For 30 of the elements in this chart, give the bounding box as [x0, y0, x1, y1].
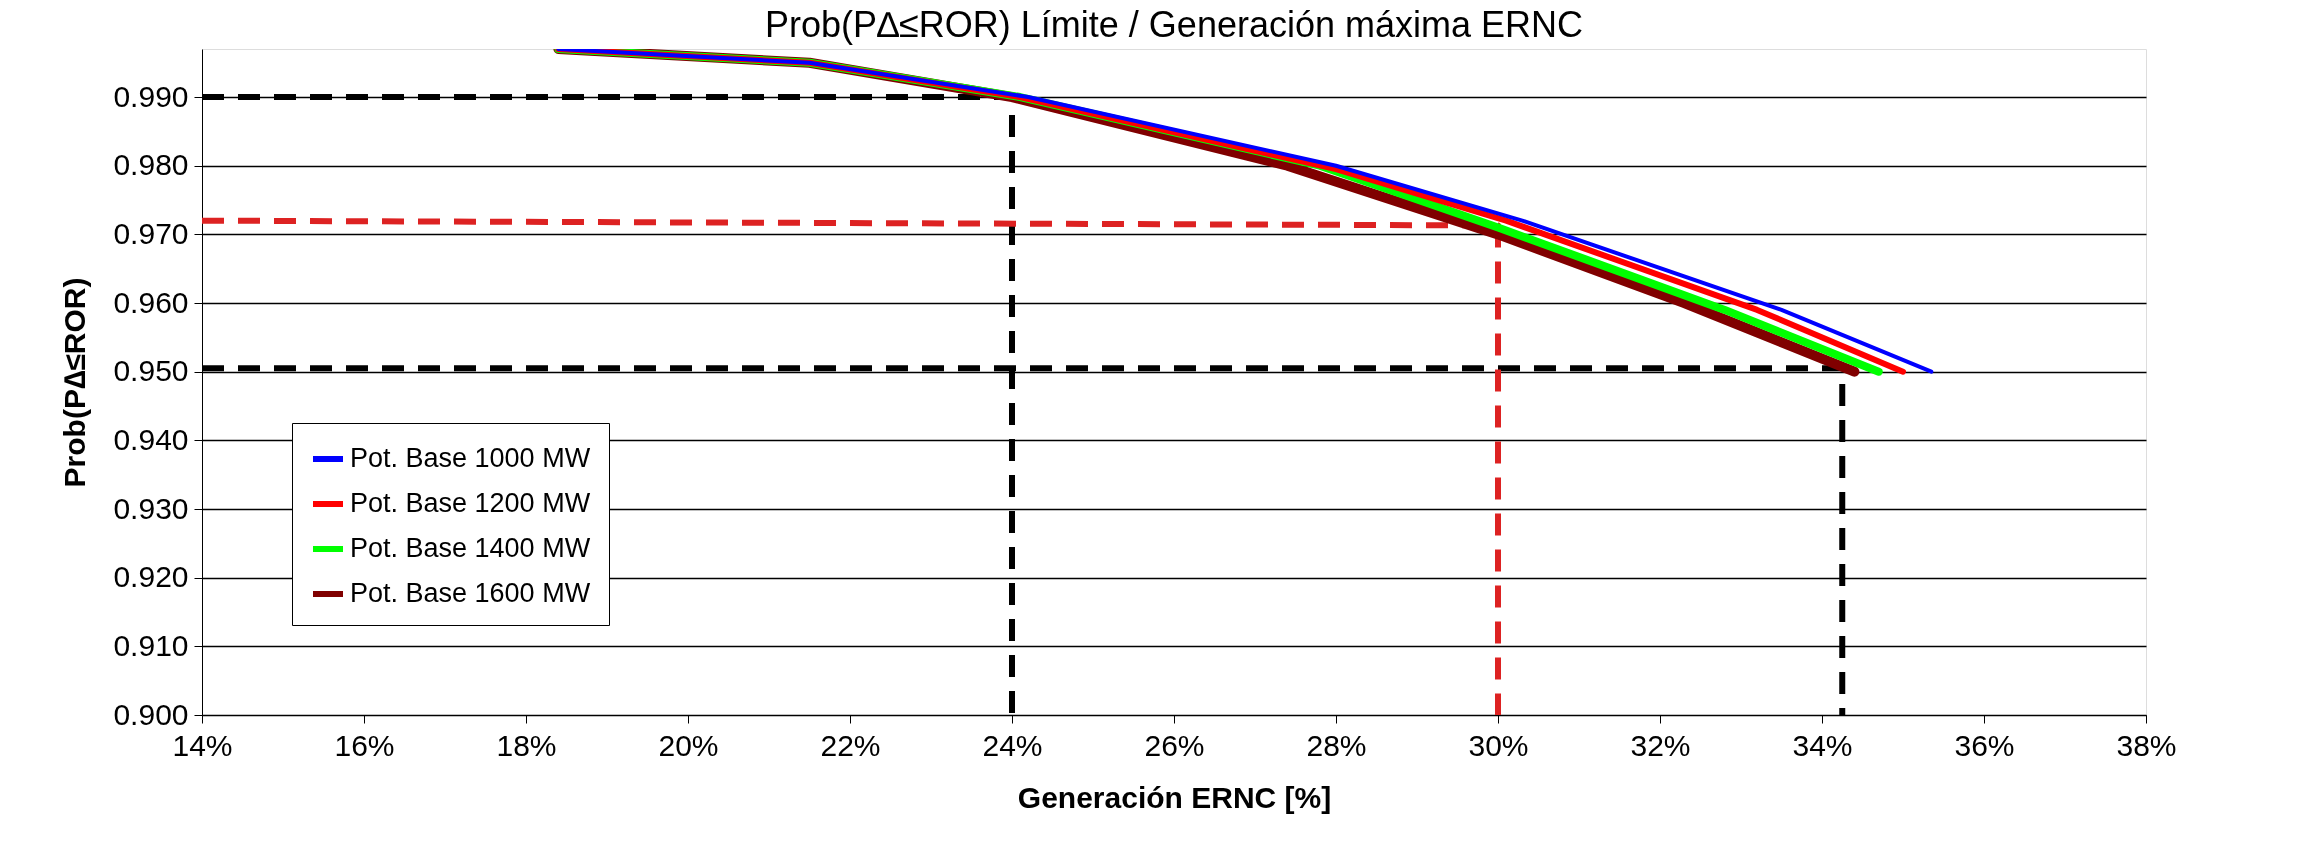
x-axis-title: Generación ERNC [%] — [1017, 780, 1332, 814]
y-tick-label: 0.930 — [113, 491, 189, 525]
y-tick-label: 0.950 — [113, 354, 189, 388]
x-tick-label: 20% — [658, 728, 719, 762]
y-tick-label: 0.970 — [113, 216, 189, 250]
legend-label: Pot. Base 1600 MW — [350, 578, 591, 608]
x-tick-label: 32% — [1630, 728, 1691, 762]
legend-label: Pot. Base 1200 MW — [350, 488, 591, 518]
y-tick-label: 0.960 — [113, 285, 189, 319]
x-tick-label: 36% — [1954, 728, 2015, 762]
x-tick-label: 22% — [820, 728, 881, 762]
x-tick-label: 26% — [1144, 728, 1205, 762]
x-tick-label: 28% — [1306, 728, 1367, 762]
y-tick-label: 0.900 — [113, 697, 189, 731]
x-tick-label: 24% — [982, 728, 1043, 762]
y-tick-label: 0.920 — [113, 560, 189, 594]
x-tick-label: 14% — [172, 728, 233, 762]
legend-label: Pot. Base 1400 MW — [350, 533, 591, 563]
x-tick-label: 30% — [1468, 728, 1529, 762]
y-tick-label: 0.940 — [113, 422, 189, 456]
y-tick-label: 0.910 — [113, 628, 189, 662]
x-tick-label: 38% — [2116, 728, 2177, 762]
y-tick-label: 0.990 — [113, 79, 189, 113]
legend-label: Pot. Base 1000 MW — [350, 443, 591, 473]
x-tick-label: 34% — [1792, 728, 1853, 762]
y-tick-label: 0.980 — [113, 148, 189, 182]
chart-title: Prob(P∆≤ROR) Límite / Generación máxima ERNC — [765, 4, 1583, 45]
x-tick-label: 18% — [496, 728, 557, 762]
x-tick-label: 16% — [334, 728, 395, 762]
y-axis-title: Prob(P∆≤ROR) — [58, 277, 92, 488]
